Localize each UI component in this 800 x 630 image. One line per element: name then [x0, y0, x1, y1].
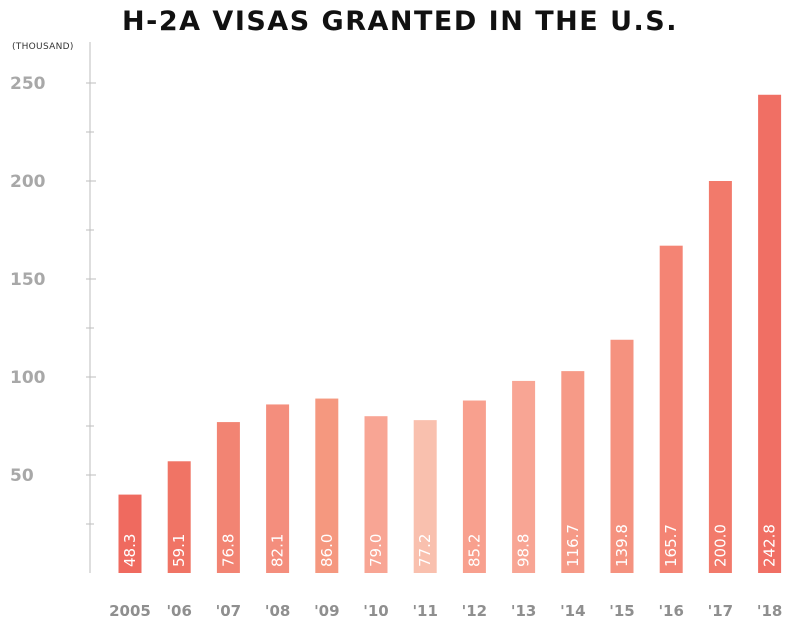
x-category-label: '06 [166, 602, 191, 620]
x-category-label: '18 [757, 602, 782, 620]
bar-value-label: 116.7 [564, 524, 582, 567]
bar [118, 494, 142, 573]
x-category-label: '07 [216, 602, 241, 620]
y-tick-label: 250 [10, 74, 46, 94]
y-tick-label: 200 [10, 172, 46, 192]
x-category-label: '08 [265, 602, 290, 620]
y-tick-label: 50 [10, 466, 34, 486]
bar [708, 181, 732, 573]
y-axis-unit-label: (THOUSAND) [12, 42, 74, 52]
x-category-label: '15 [609, 602, 634, 620]
bar [413, 420, 437, 573]
bar-value-label: 139.8 [613, 524, 631, 567]
x-category-label: '13 [511, 602, 536, 620]
x-category-label: '09 [314, 602, 339, 620]
bar-value-label: 86.0 [318, 534, 336, 567]
chart-title: H-2A VISAS GRANTED IN THE U.S. [122, 6, 678, 37]
value-labels: 48.3 59.1 76.8 82.1 86.0 79.0 77.2 85.2 98.8 116.… [121, 524, 779, 567]
bar [167, 461, 191, 573]
x-category-label: '12 [462, 602, 487, 620]
bar [610, 339, 634, 573]
x-category-label: '17 [708, 602, 733, 620]
bar [462, 400, 486, 573]
bar-value-label: 98.8 [515, 534, 533, 567]
x-category-label: '10 [363, 602, 388, 620]
bar-value-label: 165.7 [662, 524, 680, 567]
bar-value-label: 59.1 [170, 534, 188, 567]
bar-value-label: 76.8 [219, 534, 237, 567]
bar-value-label: 48.3 [121, 534, 139, 567]
bar-value-label: 85.2 [465, 534, 483, 567]
category-labels: 2005 '06 '07 '08 '09 '10 '11 '12 '13 '14 '15 '16 '17… [109, 602, 782, 620]
bar-value-label: 242.8 [761, 524, 779, 567]
bar-value-label: 79.0 [367, 534, 385, 567]
bar [216, 422, 240, 573]
bar [561, 371, 585, 573]
bar [364, 416, 388, 573]
bar-value-label: 82.1 [269, 534, 287, 567]
bars [118, 94, 782, 573]
x-category-label: '16 [658, 602, 683, 620]
bar-value-label: 200.0 [711, 524, 729, 567]
y-tick-label: 100 [10, 368, 46, 388]
bar [512, 380, 536, 573]
bar [266, 404, 290, 573]
x-category-label: 2005 [109, 602, 151, 620]
bar-value-label: 77.2 [416, 534, 434, 567]
bar [315, 398, 339, 573]
y-axis: 50 100 150 200 250 [10, 42, 96, 573]
y-tick-label: 150 [10, 270, 46, 290]
bar [758, 94, 782, 573]
x-category-label: '11 [412, 602, 437, 620]
x-category-label: '14 [560, 602, 585, 620]
bar [659, 245, 683, 573]
